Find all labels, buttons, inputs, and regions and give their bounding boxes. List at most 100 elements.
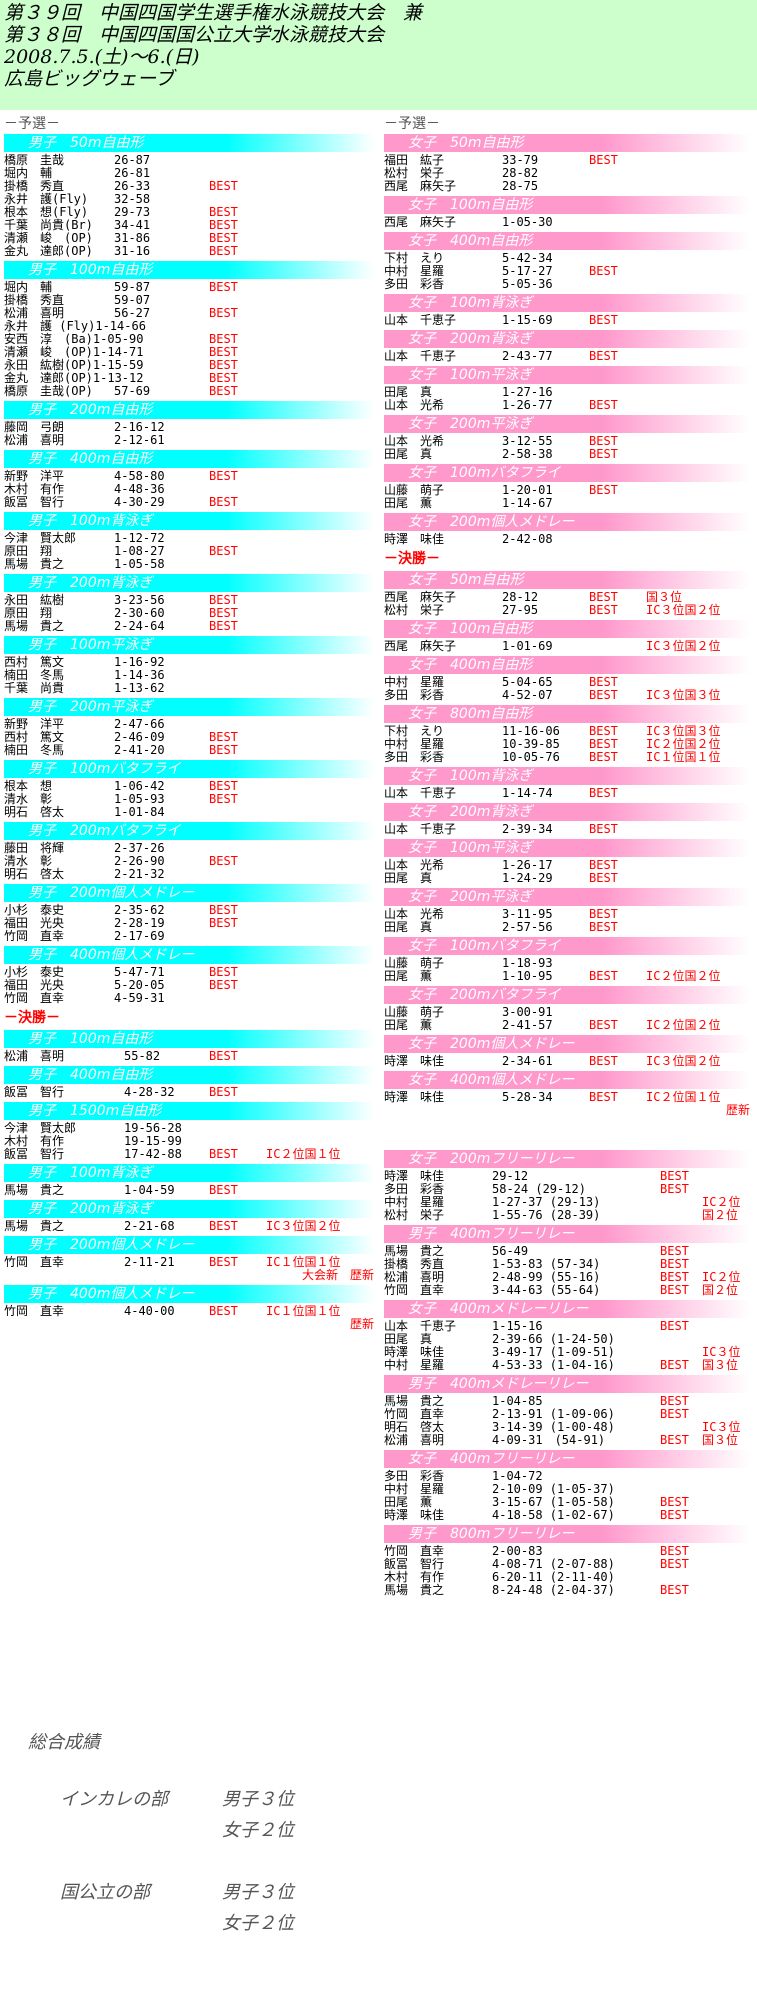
swimmer-name: 明石 啓太 <box>4 805 65 819</box>
result-time: 5-17-27 <box>502 264 553 278</box>
swimmer-name: 時澤 味佳 <box>384 1090 445 1104</box>
result-row: 馬場 貴之 56-49 BEST <box>384 1245 750 1258</box>
swimmer-name: 橋原 圭哉(OP) <box>4 384 93 398</box>
swimmer-name: 楠田 冬馬 <box>4 668 65 682</box>
best-badge: BEST <box>660 1270 689 1284</box>
swimmer-name: 西村 篤文 <box>4 730 65 744</box>
event-header: 男子 100m自由形 <box>4 1030 374 1048</box>
result-time: 2-39-34 <box>502 822 553 836</box>
result-time: 29-12 <box>492 1169 529 1183</box>
best-badge: BEST <box>209 916 238 930</box>
swimmer-name: 松浦 喜明 <box>384 1270 445 1284</box>
result-time: 1-16-92 <box>114 655 165 669</box>
best-badge: BEST <box>660 1557 689 1571</box>
ranking-note: IC３位 <box>702 1420 741 1434</box>
best-badge: BEST <box>660 1495 689 1509</box>
best-badge: BEST <box>660 1182 689 1196</box>
summary-intercollegiate-label: インカレの部 <box>60 1789 168 1810</box>
swimmer-name: 堀内 輔 <box>4 280 53 294</box>
result-time: 11-16-06 <box>502 724 560 738</box>
event-header: 女子 100m平泳ぎ <box>384 366 750 384</box>
result-time: 1-14-36 <box>114 668 165 682</box>
result-time: 3-15-67 (1-05-58) <box>492 1495 615 1509</box>
result-row: 多田 彩香 10-05-76 BEST IC１位国１位 <box>384 751 750 764</box>
result-time: 5-28-34 <box>502 1090 553 1104</box>
result-row: 竹岡 直幸 2-13-91 (1-09-06) BEST <box>384 1408 750 1421</box>
result-row: 竹岡 直幸 2-11-21 BEST IC１位国１位 <box>4 1256 374 1269</box>
result-time: 2-10-09 (1-05-37) <box>492 1482 615 1496</box>
swimmer-name: 楠田 冬馬 <box>4 743 65 757</box>
header-line-2: 第３８回 中国四国国公立大学水泳競技大会 <box>4 24 385 46</box>
result-row: 山本 光希 3-12-55 BEST <box>384 435 750 448</box>
result-row: 明石 啓太 3-14-39 (1-00-48) IC３位 <box>384 1421 750 1434</box>
best-badge: BEST <box>209 332 238 346</box>
swimmer-name: 清瀬 峻 (OP) <box>4 231 93 245</box>
result-row: 西尾 麻矢子 1-01-69 IC３位国２位 <box>384 640 750 653</box>
result-row: 松浦 喜明 56-27 BEST <box>4 307 374 320</box>
final-label: －決勝－ <box>4 1010 60 1026</box>
best-badge: BEST <box>589 724 618 738</box>
result-time: 3-11-95 <box>502 907 553 921</box>
swimmer-name: 竹岡 直幸 <box>4 1304 65 1318</box>
swimmer-name: 金丸 達郎(OP) <box>4 244 93 258</box>
best-badge: BEST <box>660 1433 689 1447</box>
ranking-note: 国３位 <box>646 590 683 604</box>
result-row: 中村 星羅 2-10-09 (1-05-37) <box>384 1483 750 1496</box>
result-row: 中村 星羅 10-39-85 BEST IC２位国２位 <box>384 738 750 751</box>
ranking-note: IC２位国２位 <box>646 1018 721 1032</box>
swimmer-name: 堀内 輔 <box>4 166 53 180</box>
best-badge: BEST <box>660 1508 689 1522</box>
event-header: 男子 200m個人メドレー <box>4 1236 374 1254</box>
best-badge: BEST <box>209 606 238 620</box>
swimmer-name: 田尾 薫 <box>384 1495 433 1509</box>
swimmer-name: 福田 光央 <box>4 978 65 992</box>
swimmer-name: 西尾 麻矢子 <box>384 639 457 653</box>
event-header: 女子 200mバタフライ <box>384 986 750 1004</box>
result-row: 山本 千恵子 1-14-74 BEST <box>384 787 750 800</box>
result-row: 明石 啓太 1-01-84 <box>4 806 374 819</box>
result-time: 2-42-08 <box>502 532 553 546</box>
best-badge: BEST <box>209 469 238 483</box>
swimmer-name: 下村 えり <box>384 251 445 265</box>
swimmer-name: 中村 星羅 <box>384 675 445 689</box>
swimmer-name: 中村 星羅 <box>384 737 445 751</box>
best-badge: BEST <box>209 1219 238 1233</box>
swimmer-name: 田尾 真 <box>384 385 433 399</box>
best-badge: BEST <box>660 1544 689 1558</box>
result-row: 永井 護 (Fly)1-14-66 <box>4 320 374 333</box>
result-time: 1-15-69 <box>502 313 553 327</box>
result-row: 山本 千恵子 2-43-77 BEST <box>384 350 750 363</box>
best-badge: BEST <box>660 1244 689 1258</box>
result-time: 4-58-80 <box>114 469 165 483</box>
swimmer-name: 多田 彩香 <box>384 750 445 764</box>
result-row: 田尾 真 2-58-38 BEST <box>384 448 750 461</box>
result-time: 27-95 <box>502 603 539 617</box>
result-time: 33-79 <box>502 153 539 167</box>
swimmer-name: 山藤 萌子 <box>384 956 445 970</box>
best-badge: BEST <box>589 434 618 448</box>
ranking-note: IC３位 <box>702 1345 741 1359</box>
event-header: 女子 200m背泳ぎ <box>384 803 750 821</box>
swimmer-name: 馬場 貴之 <box>4 557 65 571</box>
best-badge: BEST <box>209 495 238 509</box>
result-time: 2-26-90 <box>114 854 165 868</box>
result-time: 4-40-00 <box>124 1304 175 1318</box>
best-badge: BEST <box>660 1407 689 1421</box>
swimmer-name: 飯冨 智行 <box>4 1085 65 1099</box>
swimmer-name: 松浦 喜明 <box>384 1433 445 1447</box>
result-time: 2-41-57 <box>502 1018 553 1032</box>
best-badge: BEST <box>589 1090 618 1104</box>
ranking-note: IC１位国１位 <box>266 1255 341 1269</box>
record-note-row: 歴新 <box>4 1318 374 1331</box>
result-row: 堀内 輔 59-87 BEST <box>4 281 374 294</box>
swimmer-name: 田尾 薫 <box>384 496 433 510</box>
result-time: 1-55-76 (28-39) <box>492 1208 601 1222</box>
result-time: 28-82 <box>502 166 539 180</box>
result-time: 1-26-17 <box>502 858 553 872</box>
best-badge: BEST <box>209 371 238 385</box>
swimmer-name: 掛橋 秀直 <box>384 1257 445 1271</box>
result-time: 2-16-12 <box>114 420 165 434</box>
result-row: 時澤 味佳 29-12 BEST <box>384 1170 750 1183</box>
best-badge: BEST <box>209 179 238 193</box>
swimmer-name: 山本 千恵子 <box>384 822 457 836</box>
